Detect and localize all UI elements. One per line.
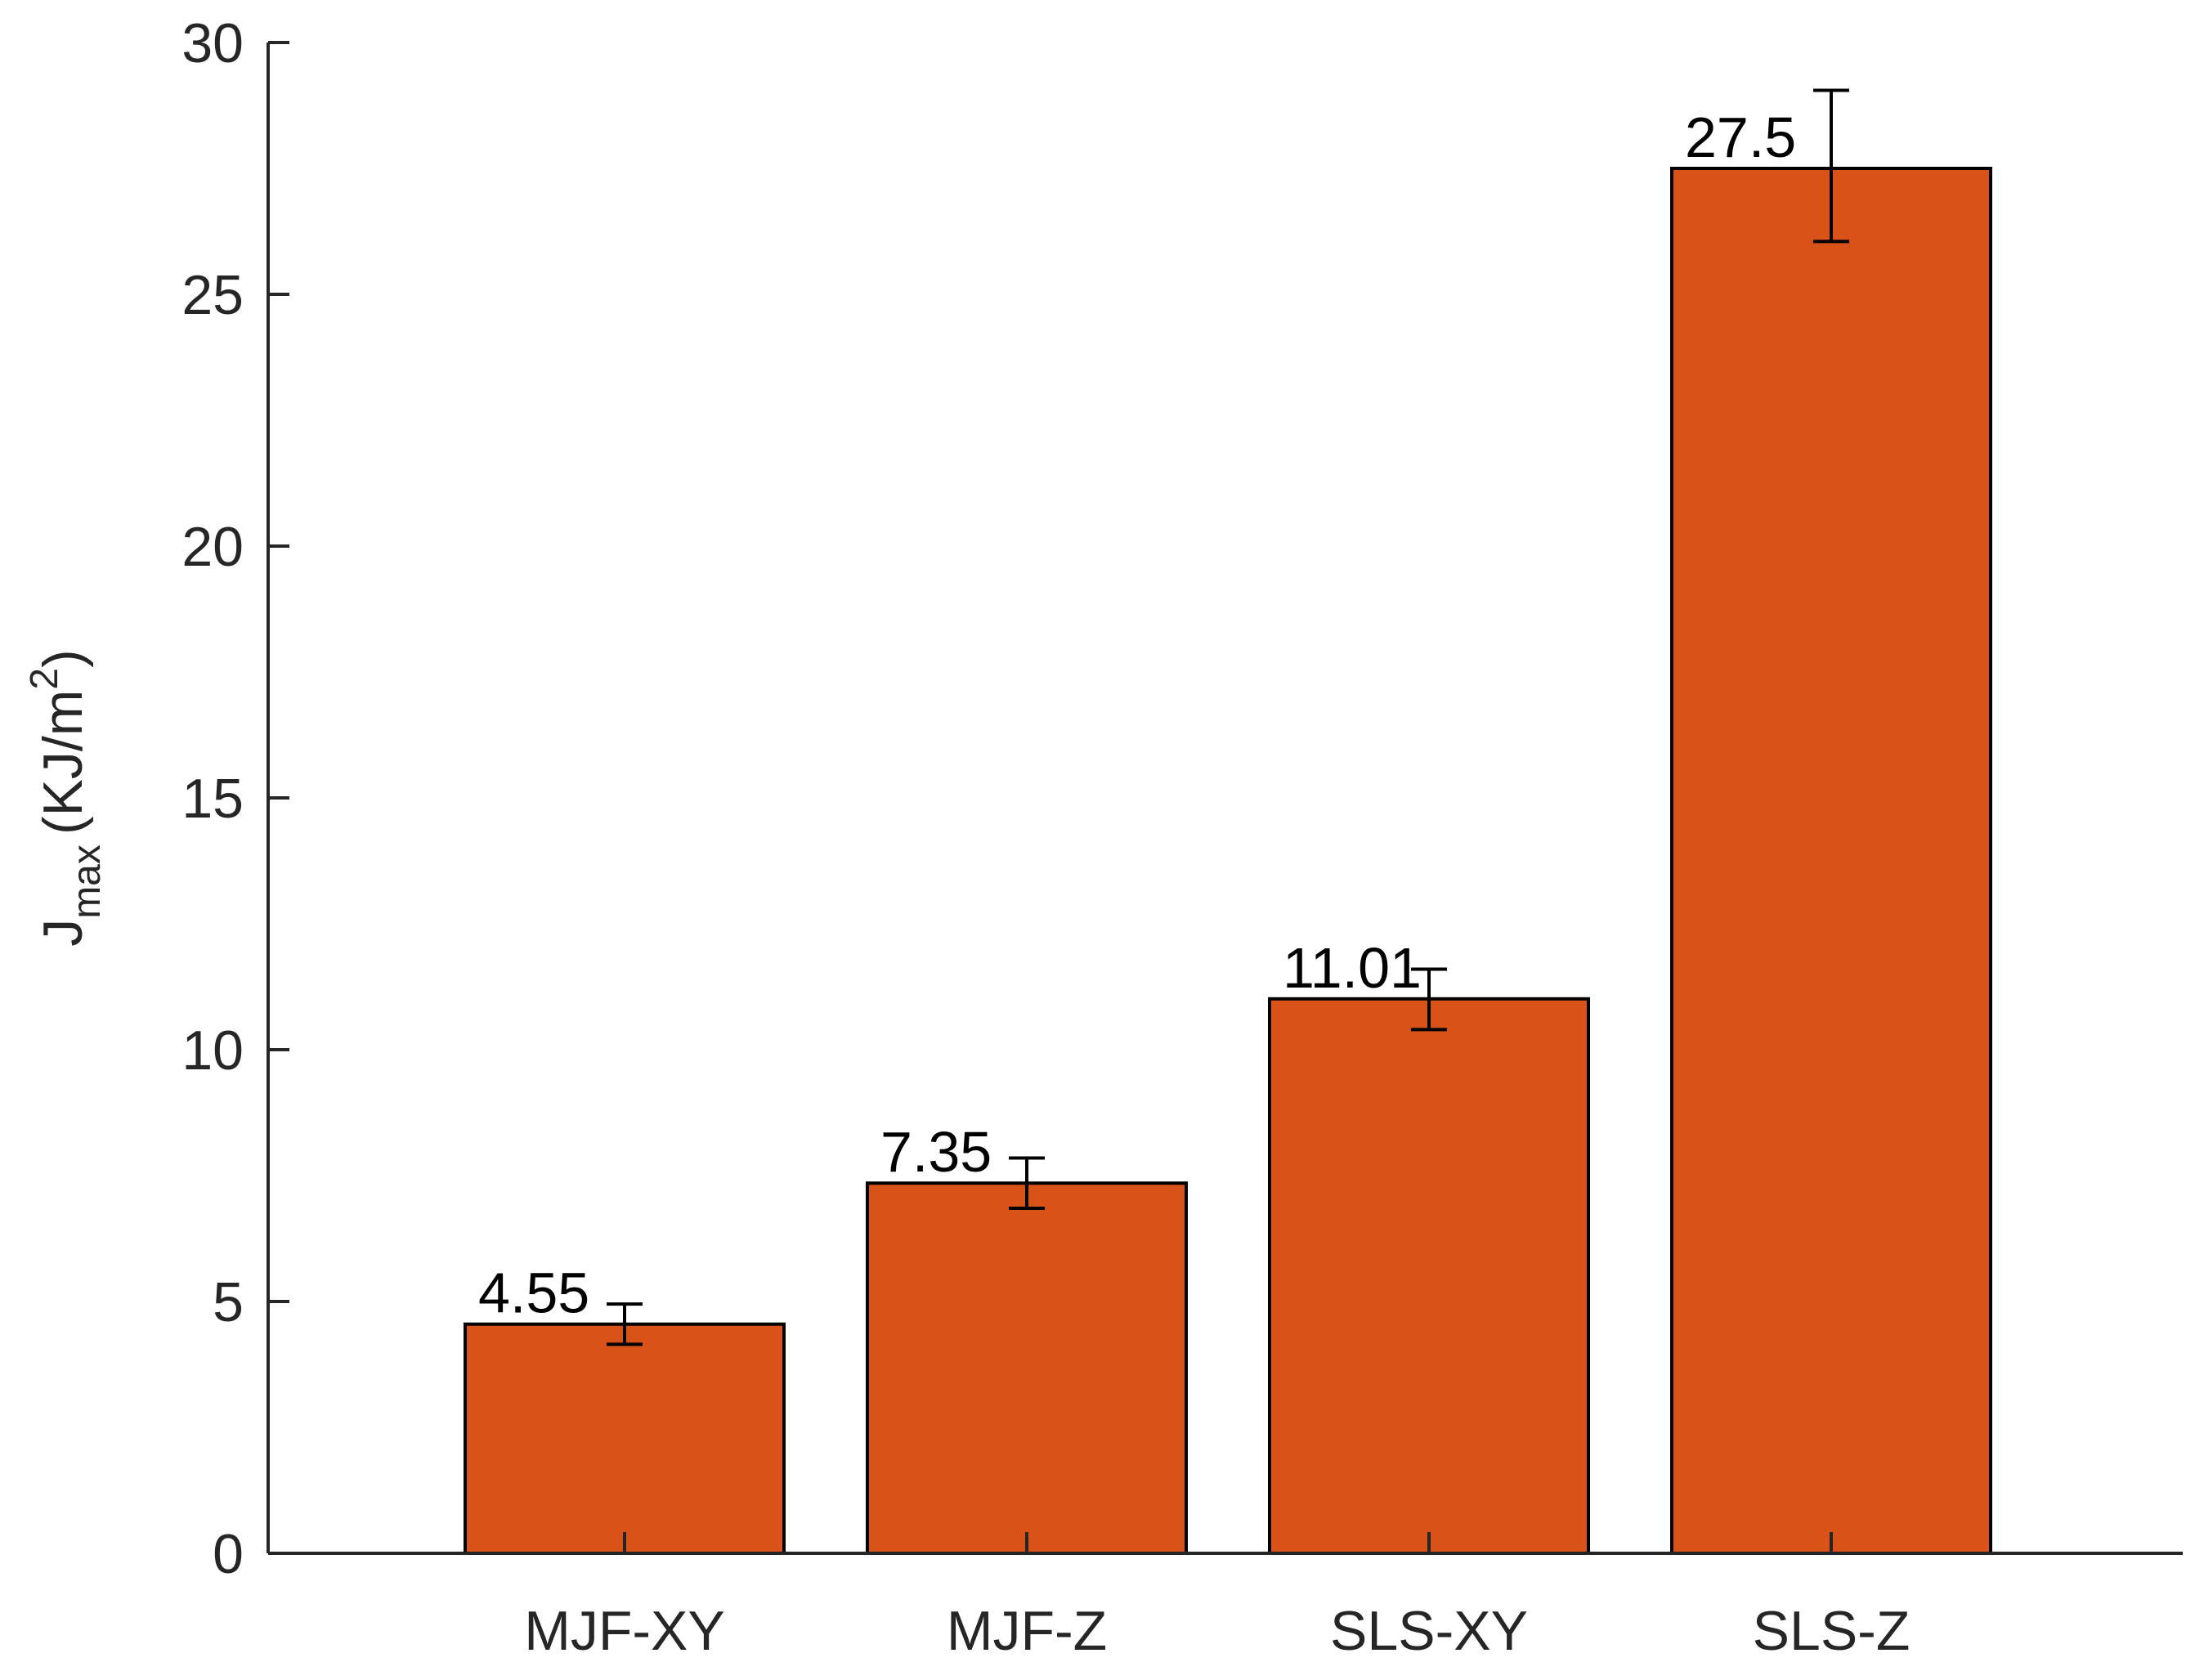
y-tick-label: 0 [213, 1523, 244, 1585]
x-tick-label: SLS-XY [1330, 1600, 1528, 1662]
y-axis-title-superscript: 2 [23, 668, 66, 690]
x-tick-label: MJF-XY [524, 1600, 725, 1662]
value-labels-group: 4.55 7.35 11.01 27.5 [478, 105, 1796, 1325]
y-tick-label: 5 [213, 1271, 244, 1333]
data-value-label: 11.01 [1283, 936, 1422, 1000]
y-tick-label: 30 [181, 12, 244, 74]
y-tick-label: 25 [181, 264, 244, 326]
y-tick-label: 15 [181, 768, 244, 830]
y-axis-title-subscript: max [65, 844, 109, 919]
data-value-label: 7.35 [880, 1120, 992, 1184]
data-value-label: 27.5 [1685, 105, 1796, 169]
data-value-label: 4.55 [478, 1261, 589, 1325]
y-axis-title-main: J [32, 919, 94, 947]
y-axis-title: Jmax (KJ/m2) [23, 649, 109, 947]
y-tick-label: 20 [181, 516, 244, 578]
x-ticks-group: MJF-XY MJF-Z SLS-XY SLS-Z [524, 1532, 1910, 1662]
x-tick-label: MJF-Z [947, 1600, 1107, 1662]
bar [1268, 997, 1590, 1556]
bars-group [464, 167, 1992, 1556]
y-tick-label: 10 [181, 1019, 244, 1082]
bar [866, 1181, 1188, 1555]
x-tick-label: SLS-Z [1753, 1600, 1911, 1662]
bar [1670, 167, 1992, 1555]
y-ticks-group: 0 5 10 15 20 25 30 [181, 12, 289, 1585]
y-axis-title-close: ) [32, 649, 94, 668]
error-bars-group [607, 88, 1849, 1346]
y-axis-title-unit: (KJ/m [32, 690, 94, 836]
bar [464, 1322, 786, 1555]
